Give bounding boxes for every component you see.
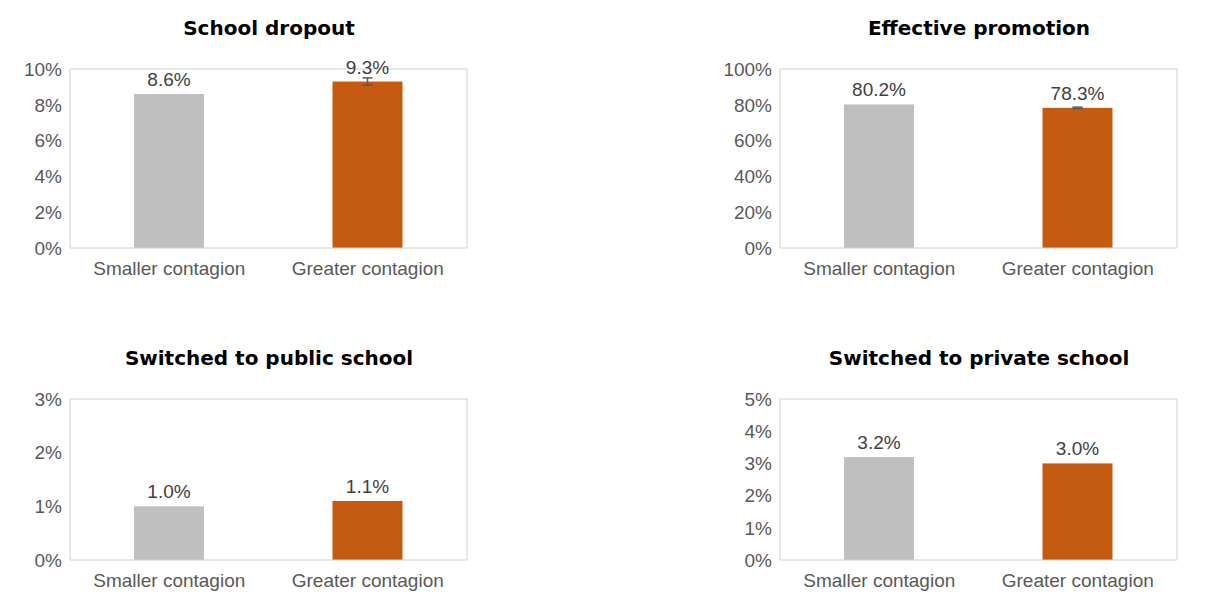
svg-text:80.2%: 80.2%	[852, 79, 906, 100]
svg-text:5%: 5%	[745, 389, 773, 410]
svg-text:0%: 0%	[745, 238, 773, 259]
svg-text:Greater contagion: Greater contagion	[292, 258, 444, 279]
svg-text:100%: 100%	[723, 59, 772, 80]
svg-text:6%: 6%	[35, 130, 63, 151]
svg-text:60%: 60%	[734, 130, 772, 151]
svg-text:10%: 10%	[24, 59, 62, 80]
svg-text:2%: 2%	[35, 442, 63, 463]
svg-text:Smaller contagion: Smaller contagion	[803, 570, 955, 591]
svg-text:Smaller contagion: Smaller contagion	[93, 570, 245, 591]
svg-text:8.6%: 8.6%	[147, 69, 190, 90]
svg-text:4%: 4%	[745, 421, 773, 442]
svg-text:0%: 0%	[745, 550, 773, 571]
html-text:Switched to private school: Switched to private school	[828, 346, 1130, 370]
html-text:Effective promotion: Effective promotion	[867, 16, 1091, 40]
html-text:School dropout: School dropout	[183, 16, 355, 40]
svg-text:2%: 2%	[35, 202, 63, 223]
svg-text:1%: 1%	[745, 518, 773, 539]
svg-text:40%: 40%	[734, 166, 772, 187]
svg-text:3.2%: 3.2%	[857, 432, 900, 453]
svg-text:Greater contagion: Greater contagion	[1002, 258, 1154, 279]
html-text:Switched to public school: Switched to public school	[124, 346, 414, 370]
svg-text:1%: 1%	[35, 496, 63, 517]
svg-text:Smaller contagion: Smaller contagion	[803, 258, 955, 279]
svg-text:20%: 20%	[734, 202, 772, 223]
svg-text:3.0%: 3.0%	[1056, 438, 1099, 459]
svg-text:80%: 80%	[734, 95, 772, 116]
svg-text:8%: 8%	[35, 95, 63, 116]
svg-text:Greater contagion: Greater contagion	[292, 570, 444, 591]
svg-text:2%: 2%	[745, 485, 773, 506]
svg-text:0%: 0%	[35, 238, 63, 259]
svg-text:0%: 0%	[35, 550, 63, 571]
svg-text:1.1%: 1.1%	[346, 476, 389, 497]
svg-text:1.0%: 1.0%	[147, 481, 190, 502]
svg-text:Smaller contagion: Smaller contagion	[93, 258, 245, 279]
svg-text:3%: 3%	[35, 389, 63, 410]
svg-text:78.3%: 78.3%	[1051, 83, 1105, 104]
svg-text:3%: 3%	[745, 453, 773, 474]
svg-text:9.3%: 9.3%	[346, 57, 389, 78]
svg-text:Greater contagion: Greater contagion	[1002, 570, 1154, 591]
svg-text:4%: 4%	[35, 166, 63, 187]
